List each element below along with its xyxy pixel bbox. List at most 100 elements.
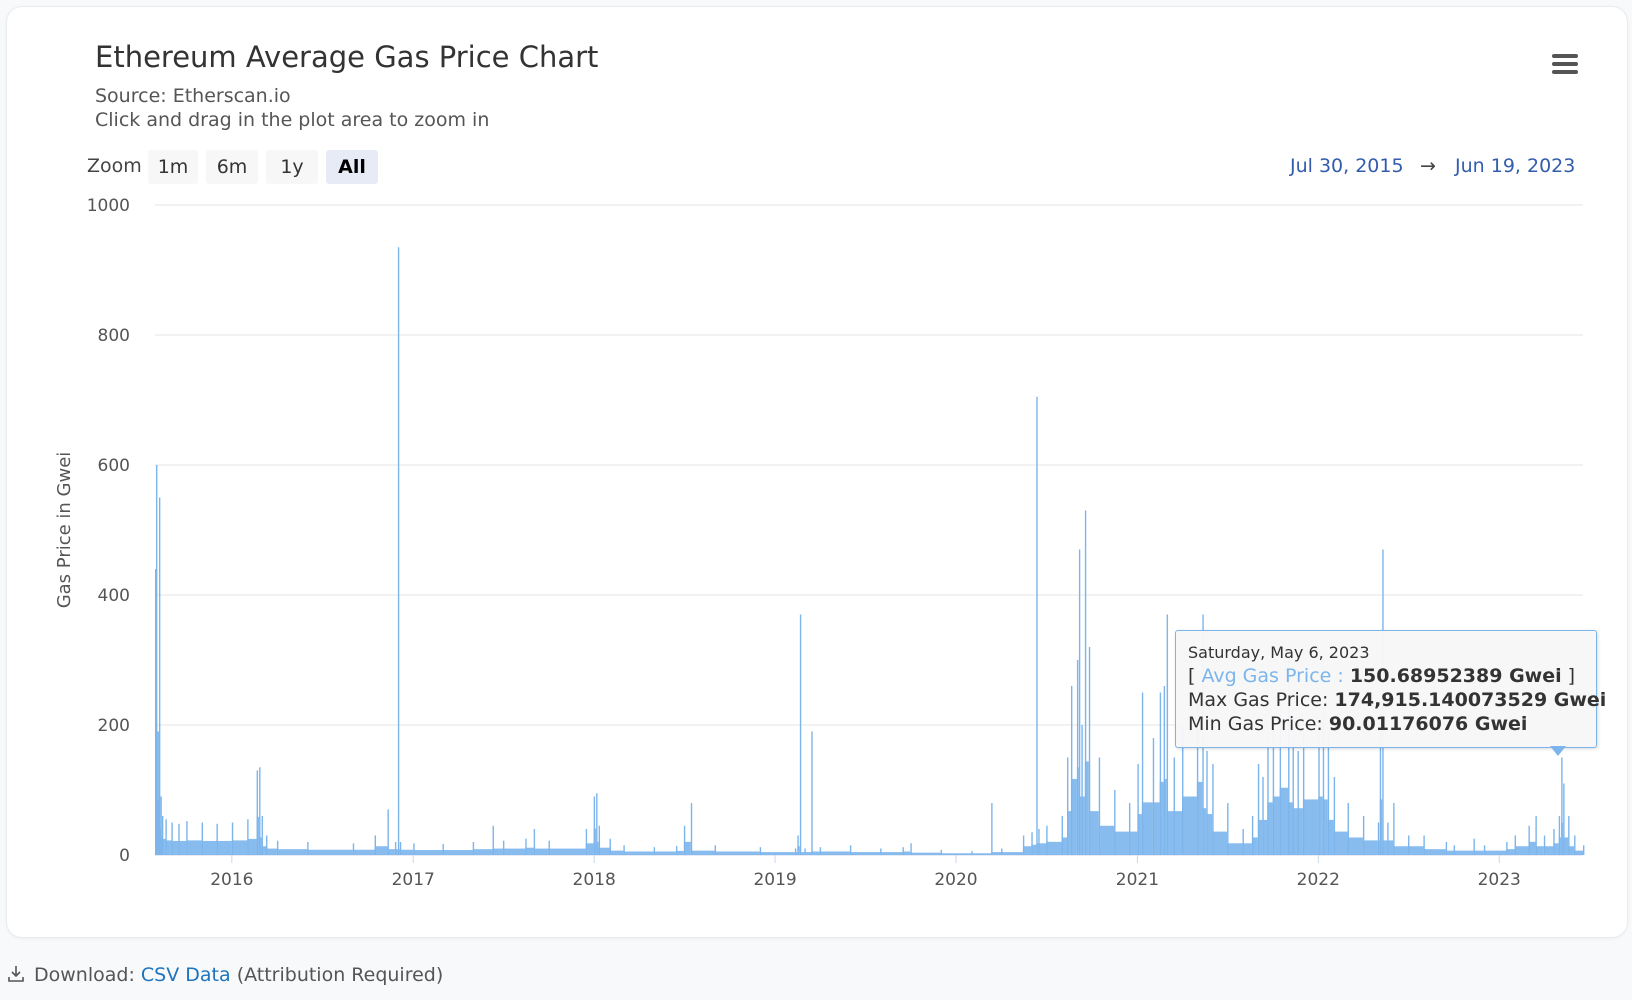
data-bar [261, 816, 263, 855]
data-bar [598, 825, 601, 855]
data-bar-fill [1574, 850, 1583, 855]
data-bar [160, 796, 162, 855]
data-bar-fill [171, 840, 179, 855]
data-bar-fill [307, 849, 353, 855]
data-bar-fill [1128, 831, 1138, 855]
data-bar-fill [1322, 799, 1328, 855]
data-bar-fill [623, 851, 654, 855]
data-bar [1574, 835, 1576, 855]
y-tick-label: 0 [119, 846, 130, 866]
data-bar-fill [1568, 846, 1575, 855]
data-bar [1038, 829, 1040, 855]
data-bar-fill [1288, 802, 1293, 855]
zoom-1y-button[interactable]: 1y [266, 150, 318, 184]
data-bar [158, 497, 161, 855]
data-bar [880, 848, 882, 855]
zoom-all-button[interactable]: All [326, 150, 378, 184]
data-bar-fill [374, 846, 388, 855]
data-bar [155, 569, 157, 855]
data-bar [940, 849, 943, 855]
data-bar-fill [714, 851, 760, 855]
data-bar [585, 829, 588, 855]
data-bar [1583, 845, 1585, 855]
data-bar-fill [399, 849, 414, 855]
tooltip-avg-close: ] [1561, 665, 1576, 687]
data-bar-fill [1302, 799, 1319, 855]
data-bar-fill [1206, 814, 1213, 855]
data-bar [1076, 660, 1079, 855]
data-bar [593, 796, 596, 855]
data-bar [1393, 803, 1395, 855]
data-bar [683, 825, 686, 855]
data-bar-fill [804, 852, 812, 855]
data-bar [1182, 725, 1184, 855]
zoom-6m-button[interactable]: 6m [206, 150, 258, 184]
data-bar [1267, 738, 1269, 855]
data-bar [1084, 510, 1087, 855]
data-bar-fill [160, 837, 162, 855]
data-bar [1318, 725, 1320, 855]
data-bar [1561, 757, 1563, 855]
csv-data-link[interactable]: CSV Data [140, 964, 231, 986]
gas-price-chart[interactable]: 0 200 400 600 800 1000 Gas Price in Gwei 2016 20… [0, 0, 1632, 940]
data-bar [1141, 692, 1144, 855]
data-bar-fill [940, 853, 972, 855]
data-bar-fill [1408, 846, 1424, 855]
data-bar-fill [1483, 850, 1507, 855]
data-bar [472, 842, 475, 855]
data-bar [1036, 396, 1038, 855]
data-bar-fill [1453, 850, 1474, 855]
data-bar-fill [186, 840, 202, 855]
hamburger-menu-icon[interactable] [1540, 50, 1582, 84]
range-to-input[interactable]: Jun 19, 2023 [1455, 155, 1576, 177]
data-bar-fill [1272, 796, 1280, 855]
data-bar-fill [533, 848, 549, 855]
data-bar [675, 845, 678, 855]
data-bar [1528, 825, 1530, 855]
data-bar [811, 731, 813, 855]
data-bar [548, 840, 550, 855]
download-bar: Download: CSV Data (Attribution Required… [6, 964, 443, 989]
data-bar [178, 823, 180, 855]
data-bar [1377, 822, 1380, 855]
data-bar [1322, 705, 1325, 855]
data-bar-fill [1535, 846, 1544, 855]
data-bar [1302, 731, 1305, 855]
data-bar-fill [1393, 846, 1409, 855]
data-bar-fill [394, 849, 398, 855]
data-bar [1251, 816, 1254, 855]
data-bar-fill [1543, 846, 1554, 855]
data-bar-fill [256, 816, 260, 855]
data-bar [623, 845, 625, 855]
data-bar [1553, 829, 1555, 855]
data-bar-fill [880, 852, 903, 855]
data-bar-fill [1196, 781, 1203, 855]
download-suffix: (Attribution Required) [236, 964, 444, 986]
data-bar [266, 835, 268, 855]
zoom-1m-button[interactable]: 1m [148, 150, 198, 184]
data-bar-fill [165, 840, 172, 855]
data-bar [910, 843, 912, 855]
data-bar-fill [158, 828, 161, 855]
data-bar-fill [1347, 837, 1363, 855]
data-bar-fill [261, 846, 267, 855]
data-bar [1173, 757, 1175, 855]
data-bar [1453, 845, 1456, 855]
data-bar [1408, 835, 1410, 855]
data-bar-fill [1046, 841, 1062, 855]
data-bar-fill [1070, 778, 1077, 855]
x-tick-label: 2018 [573, 870, 616, 890]
data-bar [1022, 835, 1025, 855]
data-bar-fill [231, 840, 248, 855]
data-bar-fill [1379, 799, 1383, 855]
data-bar [201, 822, 203, 855]
data-bar-fill [902, 851, 911, 855]
y-tick-label: 1000 [87, 196, 130, 216]
range-from-input[interactable]: Jul 30, 2015 [1290, 155, 1404, 177]
tooltip-max-value: 174,915.140073529 Gwei [1334, 689, 1607, 711]
data-bar [1568, 816, 1570, 855]
data-bar-fill [1022, 846, 1032, 855]
data-bar [1483, 845, 1486, 855]
data-bar [397, 247, 400, 855]
data-bar [157, 731, 159, 855]
